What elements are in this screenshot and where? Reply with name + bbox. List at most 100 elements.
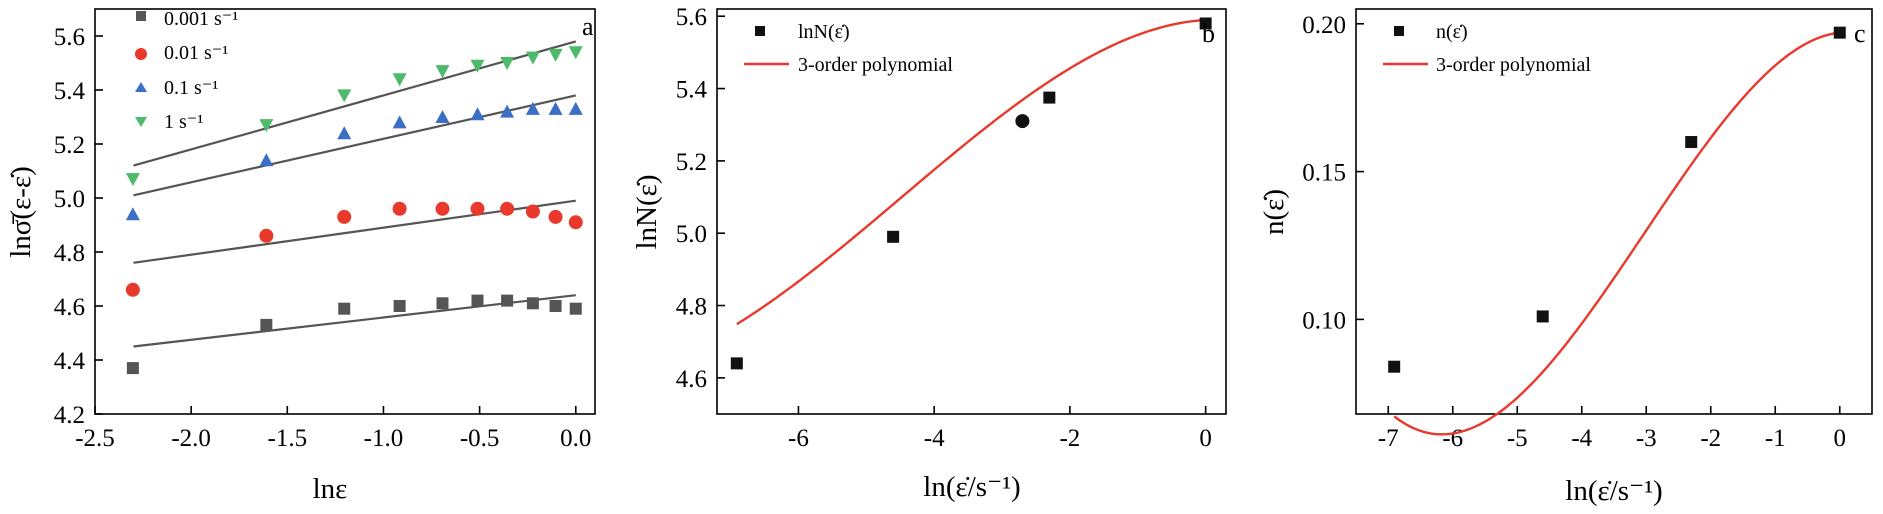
plot-frame-c bbox=[1355, 8, 1873, 415]
y-tick-label: 5.2 bbox=[676, 149, 707, 176]
data-point bbox=[1043, 91, 1056, 104]
data-point-series-2 bbox=[548, 209, 563, 224]
legend-label-fit-c: 3-order polynomial bbox=[1436, 54, 1591, 76]
x-tick-label: -2.5 bbox=[75, 425, 115, 452]
fit-line-series-4 bbox=[133, 40, 577, 167]
data-points-b bbox=[730, 17, 1212, 370]
y-tick-label: 4.4 bbox=[54, 348, 86, 375]
x-tick-label: -6 bbox=[1442, 425, 1463, 452]
data-points-c bbox=[1388, 26, 1846, 373]
y-tick-label: 5.2 bbox=[54, 132, 85, 159]
x-tick-label: -1.5 bbox=[268, 425, 308, 452]
data-point-series-2 bbox=[337, 209, 352, 224]
legend-label-series-c: n(ε̇) bbox=[1436, 21, 1468, 43]
x-tick-label: -4 bbox=[924, 425, 945, 452]
data-point bbox=[1536, 310, 1549, 323]
x-tick-label: -7 bbox=[1378, 425, 1399, 452]
y-axis-title-c: n(ε̇) bbox=[1258, 189, 1290, 235]
data-point-series-2 bbox=[392, 201, 407, 216]
data-point-series-1 bbox=[501, 294, 514, 307]
data-points-a bbox=[125, 46, 583, 375]
data-point-series-4 bbox=[470, 59, 485, 73]
legend-marker-series-3 bbox=[135, 82, 147, 92]
x-tick-label: 0 bbox=[1199, 425, 1212, 452]
x-tick-label: -2.0 bbox=[171, 425, 211, 452]
data-point-series-4 bbox=[548, 48, 563, 62]
legend-label-series-b: lnN(ε̇) bbox=[798, 21, 850, 43]
data-point-series-3 bbox=[435, 110, 450, 123]
tick-labels-a: -2.5 -2.0 -1.5 -1.0 -0.5 0.0 4.2 4.4 4.6 4.8 5.0 5.… bbox=[54, 24, 592, 452]
data-point-series-1 bbox=[338, 302, 351, 315]
data-point-series-3 bbox=[568, 101, 583, 115]
legend-a: 0.001 s⁻¹ 0.01 s⁻¹ 0.1 s⁻¹ 1 s⁻¹ bbox=[135, 8, 238, 133]
data-point-series-2 bbox=[568, 215, 583, 230]
data-point-series-1 bbox=[549, 300, 562, 312]
data-point bbox=[1199, 17, 1212, 30]
data-point bbox=[1833, 26, 1846, 39]
data-point-series-3 bbox=[470, 107, 485, 121]
data-point-series-4 bbox=[568, 46, 583, 60]
data-point-series-1 bbox=[471, 294, 484, 307]
data-point-series-3 bbox=[259, 153, 274, 167]
data-point-series-2 bbox=[435, 201, 450, 216]
x-tick-label: 0.0 bbox=[560, 425, 591, 452]
panel-c: -7 -6 -5 -4 -3 -2 -1 0 0.10 0.15 0.20 n(ε̇) 3-orde… bbox=[1258, 8, 1873, 507]
y-axis-title-a: lnσ̄(ε-ε̇) bbox=[5, 166, 37, 258]
y-tick-label: 5.4 bbox=[54, 78, 86, 105]
y-tick-label: 4.8 bbox=[54, 240, 85, 267]
tick-labels-c: -7 -6 -5 -4 -3 -2 -1 0 0.10 0.15 0.20 bbox=[1302, 12, 1846, 452]
data-point-series-4 bbox=[500, 57, 515, 70]
y-tick-label: 4.2 bbox=[54, 402, 85, 429]
y-tick-label: 4.6 bbox=[54, 294, 85, 321]
legend-marker-series-c bbox=[1394, 26, 1404, 36]
data-point-series-4 bbox=[259, 119, 274, 133]
x-tick-label: -2 bbox=[1059, 425, 1080, 452]
data-point-series-4 bbox=[337, 89, 352, 103]
fit-curve-b bbox=[736, 18, 1206, 326]
data-point-series-2 bbox=[525, 204, 540, 219]
x-axis-title-a: lnε bbox=[313, 473, 348, 505]
data-point-series-2 bbox=[470, 201, 485, 216]
data-point-series-4 bbox=[525, 51, 540, 65]
y-tick-label: 5.0 bbox=[54, 186, 85, 213]
x-tick-label: -0.5 bbox=[460, 425, 500, 452]
legend-marker-series-b bbox=[755, 26, 765, 36]
x-tick-label: -3 bbox=[1636, 425, 1657, 452]
data-point-series-1 bbox=[569, 302, 582, 315]
data-point-series-1 bbox=[260, 318, 273, 331]
x-tick-label: -4 bbox=[1571, 425, 1592, 452]
data-point-series-2 bbox=[500, 201, 515, 216]
legend-label-fit-b: 3-order polynomial bbox=[798, 54, 953, 76]
x-axis-title-b: ln(ε̇/s⁻¹) bbox=[923, 471, 1020, 503]
plot-frame-b bbox=[716, 8, 1227, 415]
data-point-series-1 bbox=[526, 297, 539, 310]
y-tick-label: 0.15 bbox=[1302, 160, 1346, 187]
legend-b: lnN(ε̇) 3-order polynomial bbox=[744, 21, 953, 76]
y-tick-label: 5.6 bbox=[676, 4, 707, 31]
legend-label-series-1: 0.001 s⁻¹ bbox=[164, 8, 238, 30]
y-tick-label: 5.6 bbox=[54, 24, 85, 51]
legend-marker-series-1 bbox=[136, 11, 146, 21]
legend-label-series-3: 0.1 s⁻¹ bbox=[164, 77, 218, 99]
plot-frame-a bbox=[94, 8, 596, 415]
panel-b: -6 -4 -2 0 4.6 4.8 5.0 5.2 5.4 5.6 lnN(ε̇) 3-orde… bbox=[631, 4, 1227, 503]
x-tick-label: -5 bbox=[1507, 425, 1528, 452]
x-tick-label: -1 bbox=[1765, 425, 1786, 452]
legend-label-series-2: 0.01 s⁻¹ bbox=[164, 42, 228, 64]
y-tick-label: 5.0 bbox=[676, 221, 707, 248]
y-axis-title-b: lnN(ε̇) bbox=[631, 175, 663, 250]
legend-label-series-4: 1 s⁻¹ bbox=[164, 111, 203, 133]
axis-ticks-b bbox=[717, 15, 1207, 414]
data-point-series-4 bbox=[125, 173, 140, 187]
x-tick-label: -6 bbox=[788, 425, 809, 452]
axis-ticks-c bbox=[1356, 22, 1841, 414]
x-tick-label: -2 bbox=[1700, 425, 1721, 452]
fit-line-series-3 bbox=[133, 94, 577, 197]
data-point-series-3 bbox=[337, 126, 352, 140]
data-point-series-3 bbox=[392, 115, 407, 129]
y-tick-label: 4.8 bbox=[676, 294, 707, 321]
legend-c: n(ε̇) 3-order polynomial bbox=[1383, 21, 1591, 76]
data-point-series-3 bbox=[525, 101, 540, 115]
legend-marker-series-2 bbox=[135, 48, 147, 60]
